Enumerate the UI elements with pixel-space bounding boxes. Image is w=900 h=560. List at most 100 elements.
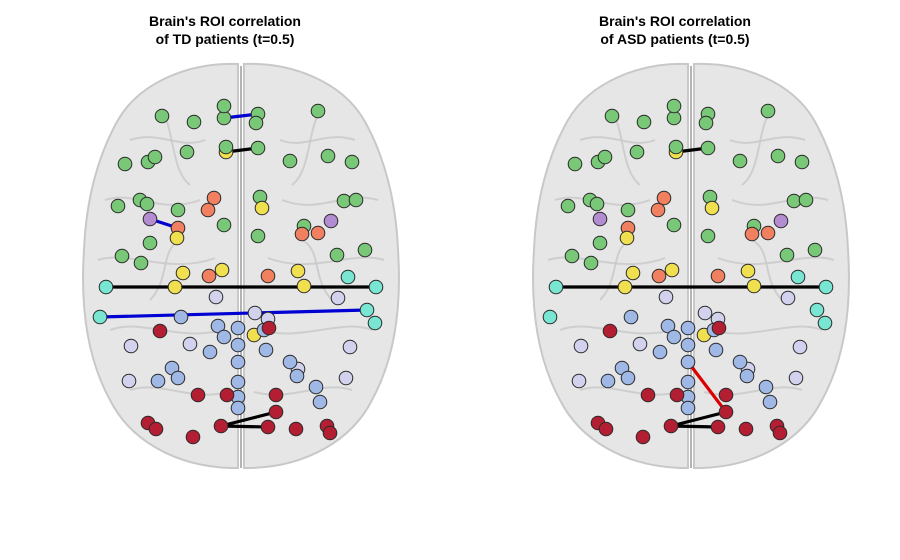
roi-node <box>348 192 364 208</box>
edge-line <box>670 424 719 429</box>
roi-node <box>261 320 277 336</box>
roi-node <box>666 98 682 114</box>
roi-node <box>623 309 639 325</box>
roi-node <box>142 235 158 251</box>
roi-node <box>294 226 310 242</box>
roi-node <box>600 373 616 389</box>
roi-node <box>230 400 246 416</box>
roi-node <box>620 202 636 218</box>
roi-node <box>625 265 641 281</box>
roi-node <box>790 269 806 285</box>
roi-node <box>169 230 185 246</box>
roi-node <box>589 196 605 212</box>
roi-node <box>807 242 823 258</box>
roi-node <box>282 153 298 169</box>
roi-node <box>322 425 338 441</box>
roi-node <box>258 342 274 358</box>
roi-node <box>746 278 762 294</box>
roi-node <box>669 387 685 403</box>
roi-node <box>664 262 680 278</box>
roi-node <box>788 370 804 386</box>
roi-node <box>175 265 191 281</box>
td-title-line2: of TD patients (t=0.5) <box>155 31 295 47</box>
roi-node <box>668 139 684 155</box>
roi-node <box>762 394 778 410</box>
roi-node <box>336 193 352 209</box>
roi-node <box>700 140 716 156</box>
roi-node <box>152 323 168 339</box>
roi-node <box>185 429 201 445</box>
roi-node <box>666 329 682 345</box>
roi-node <box>710 419 726 435</box>
roi-node <box>658 289 674 305</box>
roi-node <box>338 370 354 386</box>
roi-node <box>636 114 652 130</box>
roi-node <box>139 196 155 212</box>
roi-node <box>260 268 276 284</box>
roi-node <box>201 268 217 284</box>
roi-node <box>288 421 304 437</box>
roi-node <box>213 418 229 434</box>
roi-node <box>738 421 754 437</box>
asd-title-line1: Brain's ROI correlation <box>599 13 751 29</box>
roi-node <box>817 315 833 331</box>
roi-node <box>214 262 230 278</box>
roi-node <box>296 278 312 294</box>
roi-node <box>656 190 672 206</box>
roi-node <box>330 290 346 306</box>
roi-node <box>190 387 206 403</box>
roi-node <box>583 255 599 271</box>
roi-node <box>216 217 232 233</box>
roi-node <box>216 329 232 345</box>
roi-node <box>154 108 170 124</box>
edge-line <box>220 410 277 428</box>
edge-line <box>686 361 728 413</box>
roi-node <box>250 140 266 156</box>
roi-node <box>560 198 576 214</box>
roi-node <box>367 315 383 331</box>
roi-node <box>773 213 789 229</box>
edges <box>99 112 376 429</box>
roi-node <box>770 148 786 164</box>
roi-node <box>597 149 613 165</box>
roi-node <box>760 103 776 119</box>
roi-node <box>133 255 149 271</box>
roi-node <box>650 202 666 218</box>
roi-node <box>794 154 810 170</box>
roi-node <box>167 279 183 295</box>
roi-node <box>708 342 724 358</box>
roi-node <box>323 213 339 229</box>
roi-node <box>700 228 716 244</box>
roi-node <box>289 368 305 384</box>
roi-node <box>342 339 358 355</box>
roi-node <box>629 144 645 160</box>
edge-line <box>670 410 727 428</box>
roi-node <box>710 268 726 284</box>
roi-nodes <box>92 98 384 445</box>
roi-node <box>230 354 246 370</box>
roi-node <box>651 268 667 284</box>
roi-node <box>216 98 232 114</box>
roi-node <box>308 379 324 395</box>
roi-node <box>219 387 235 403</box>
asd-title-line2: of ASD patients (t=0.5) <box>600 31 750 47</box>
roi-node <box>571 373 587 389</box>
roi-node <box>602 323 618 339</box>
roi-node <box>230 374 246 390</box>
roi-node <box>282 354 298 370</box>
roi-node <box>117 156 133 172</box>
roi-node <box>260 419 276 435</box>
roi-node <box>230 337 246 353</box>
roi-node <box>250 228 266 244</box>
td-title-line1: Brain's ROI correlation <box>149 13 301 29</box>
roi-node <box>121 373 137 389</box>
roi-node <box>148 421 164 437</box>
roi-node <box>248 115 264 131</box>
roi-node <box>792 339 808 355</box>
roi-node <box>310 103 326 119</box>
roi-node <box>809 302 825 318</box>
roi-node <box>202 344 218 360</box>
roi-node <box>247 305 263 321</box>
roi-node <box>290 263 306 279</box>
roi-node <box>598 421 614 437</box>
